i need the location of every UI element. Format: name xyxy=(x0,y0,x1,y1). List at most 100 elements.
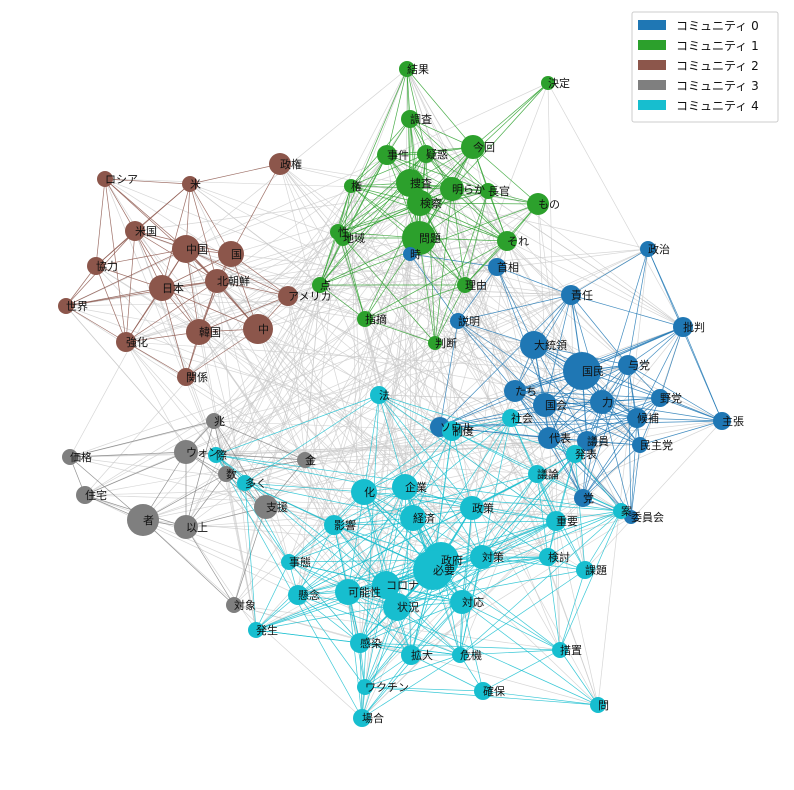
edge xyxy=(350,185,365,493)
node-label: 検察 xyxy=(420,196,442,210)
edge xyxy=(639,420,723,446)
edge xyxy=(582,397,661,499)
edge xyxy=(142,482,246,521)
node-コロナ xyxy=(372,571,400,599)
node-世界 xyxy=(58,298,74,314)
node-事件 xyxy=(377,145,397,165)
edge xyxy=(574,453,622,512)
edge xyxy=(279,163,641,446)
node-label: 政治 xyxy=(648,242,670,256)
edge xyxy=(548,417,638,439)
node-発生 xyxy=(248,622,264,638)
node-政治 xyxy=(640,241,656,257)
edge xyxy=(279,163,557,522)
node-label: 問題 xyxy=(419,232,441,245)
edge xyxy=(213,420,453,432)
edge xyxy=(279,163,649,250)
edge xyxy=(409,118,549,558)
edge xyxy=(185,248,289,297)
node-label: 懸念 xyxy=(298,588,320,602)
edge xyxy=(185,153,427,378)
edge xyxy=(142,519,363,719)
edge xyxy=(125,231,339,343)
edge xyxy=(419,202,466,286)
node-label: 企業 xyxy=(405,480,427,494)
node-国 xyxy=(218,241,244,267)
edge xyxy=(559,649,599,706)
edge xyxy=(440,559,561,651)
edge xyxy=(297,202,421,596)
node-措置 xyxy=(552,642,568,658)
edge xyxy=(189,183,344,239)
node-label: 対応 xyxy=(462,595,484,609)
node-label: 批判 xyxy=(683,320,705,334)
node-label: たち xyxy=(515,385,537,398)
edge xyxy=(104,178,412,656)
node-label: 経済 xyxy=(413,511,435,525)
edge xyxy=(185,248,512,419)
node-地域 xyxy=(335,230,351,246)
node-可能性 xyxy=(335,579,361,605)
node-label: 金 xyxy=(305,453,316,467)
edge xyxy=(451,430,473,509)
edge xyxy=(482,649,561,692)
edge xyxy=(386,154,489,192)
edge xyxy=(319,284,366,320)
node-企業 xyxy=(392,474,418,500)
edge xyxy=(288,517,414,563)
edge xyxy=(419,202,638,419)
edge xyxy=(514,390,661,399)
edge xyxy=(84,318,366,496)
edge xyxy=(451,188,512,419)
node-label: 多く xyxy=(245,476,267,490)
edge xyxy=(459,510,622,656)
edge xyxy=(287,295,557,522)
node-疑惑 xyxy=(417,145,435,163)
edge xyxy=(464,190,489,286)
edge xyxy=(288,561,361,644)
edge xyxy=(409,118,489,192)
edge xyxy=(464,240,508,286)
edge xyxy=(95,178,106,267)
edge xyxy=(279,163,398,608)
edge xyxy=(459,649,561,656)
node-必要 xyxy=(413,550,453,590)
node-判断 xyxy=(428,336,442,350)
edge xyxy=(185,68,408,250)
edge xyxy=(319,284,516,392)
node-label: 必要 xyxy=(433,564,455,577)
node-label: 政策 xyxy=(472,501,494,515)
node-時 xyxy=(403,247,417,261)
edge xyxy=(215,454,557,522)
node-化 xyxy=(351,479,377,505)
node-長官 xyxy=(480,183,496,199)
edge xyxy=(457,294,572,322)
node-label: 以上 xyxy=(186,521,208,534)
legend-swatch xyxy=(638,60,666,70)
edge xyxy=(125,341,583,372)
node-状況 xyxy=(383,593,411,621)
edge xyxy=(439,294,572,428)
edge xyxy=(244,482,290,563)
edge xyxy=(601,401,723,422)
edge xyxy=(386,68,408,156)
node-批判 xyxy=(673,317,693,337)
node-米 xyxy=(182,176,198,192)
edge xyxy=(333,517,414,526)
node-label: 事件 xyxy=(387,149,409,162)
edge xyxy=(95,265,127,343)
edge xyxy=(216,280,583,372)
node-label: 法 xyxy=(379,388,390,402)
edge xyxy=(434,342,516,392)
edge xyxy=(189,183,321,286)
edge xyxy=(627,364,632,518)
edge xyxy=(104,178,583,372)
node-理由 xyxy=(457,277,473,293)
edge xyxy=(627,248,649,366)
edge xyxy=(597,248,649,706)
node-label: 中国 xyxy=(186,243,208,256)
edge xyxy=(65,305,127,343)
node-label: 党 xyxy=(583,492,594,505)
edge xyxy=(347,517,414,593)
